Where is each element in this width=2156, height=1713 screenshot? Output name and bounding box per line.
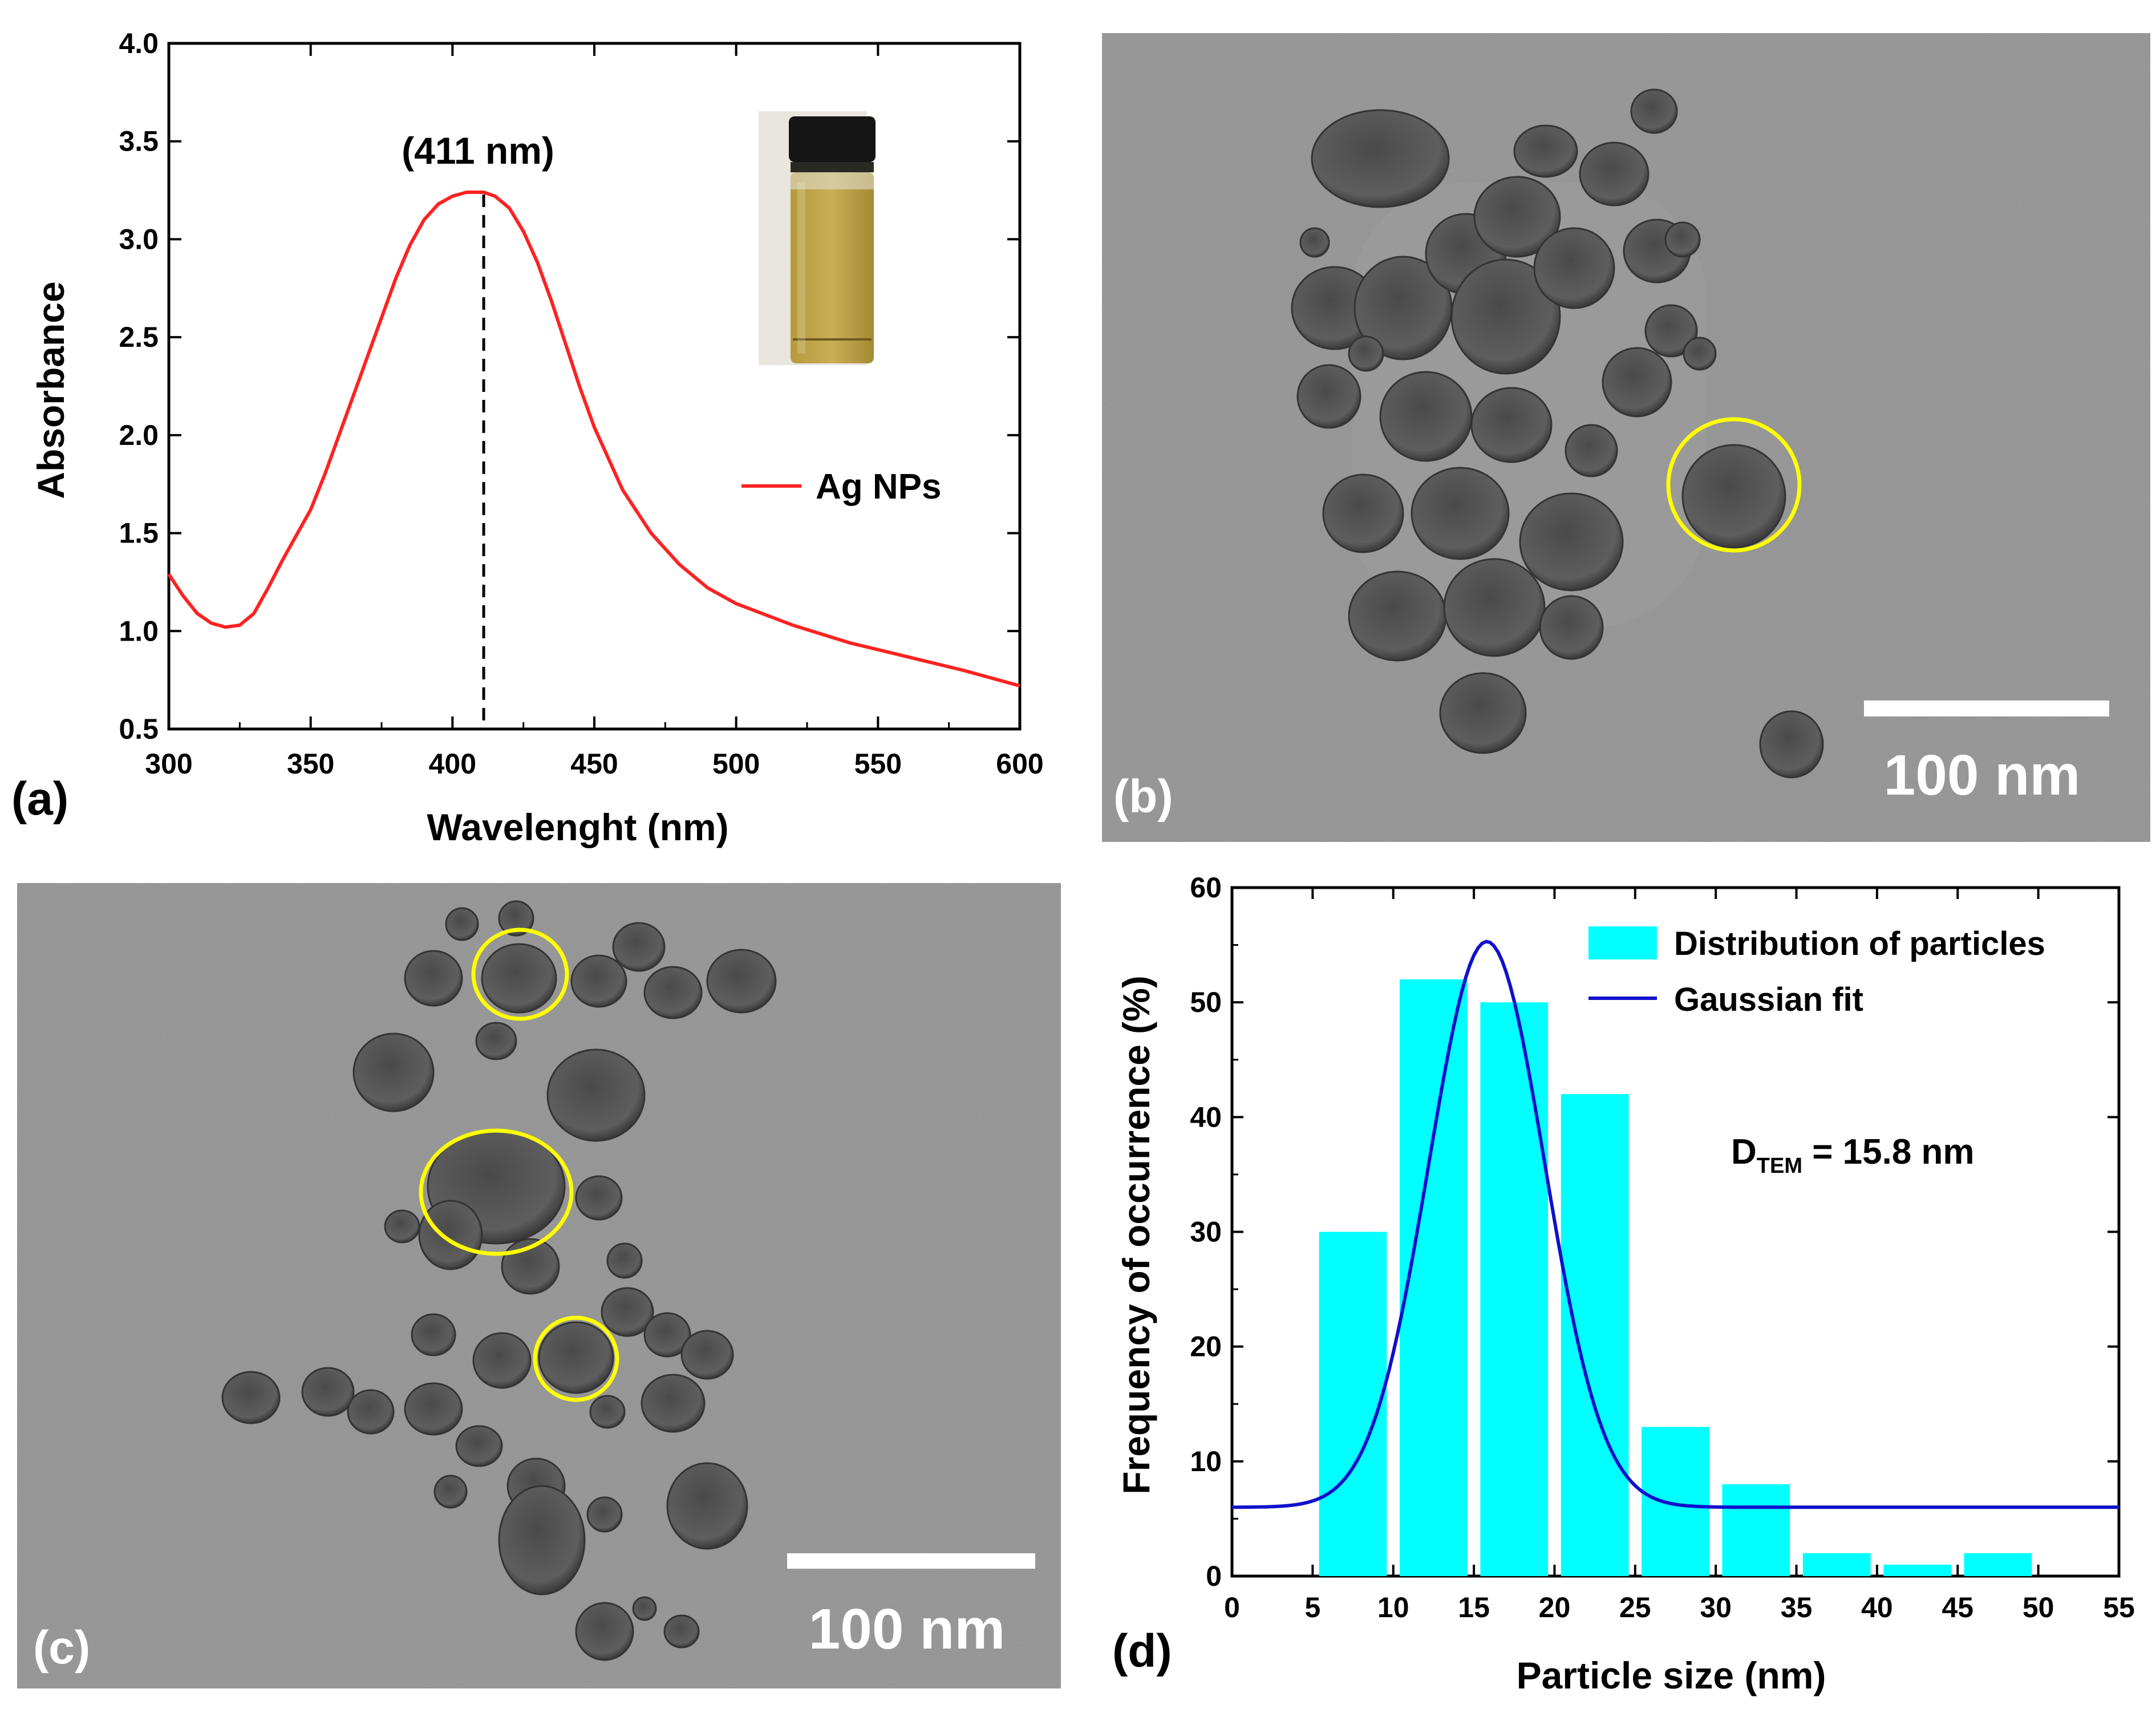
distribution-bar [1722,1484,1790,1576]
distribution-bar [1561,1094,1629,1576]
distribution-bar [1802,1553,1871,1576]
panel-c-tem-image: 100 nm (c) [17,883,1061,1688]
a-ytick-label: 1.5 [119,517,159,549]
d-xtick-label: 40 [1861,1591,1893,1623]
scale-bar-label-c: 100 nm [809,1597,1006,1661]
a-xtick-label: 600 [996,748,1043,780]
legend-a: Ag NPs [741,467,941,507]
distribution-bar [1400,979,1468,1576]
legend-label-ag-nps: Ag NPs [816,467,941,507]
d-xtick-label: 35 [1781,1591,1813,1623]
a-xtick-label: 300 [145,748,192,780]
distribution-bar [1642,1427,1709,1576]
a-x-axis-label: Wavelenght (nm) [427,806,728,848]
d-x-axis-label: Particle size (nm) [1517,1654,1826,1696]
d-xtick-label: 15 [1458,1591,1490,1623]
d-ytick-label: 40 [1190,1101,1222,1133]
d-xtick-label: 30 [1700,1591,1732,1623]
a-xtick-label: 400 [429,748,476,780]
a-xtick-label: 450 [570,748,618,780]
dtem-subscript: TEM [1757,1154,1802,1178]
a-y-axis-label: Absorbance [30,281,72,499]
d-bars [1319,979,2032,1576]
d-tick-labels: 0 5 10 15 20 25 30 35 40 45 50 55 0 10 20 30 40 50 60 [1190,872,2134,1623]
d-xtick-label: 25 [1619,1591,1651,1623]
dtem-annotation: DTEM = 15.8 nm [1731,1132,1975,1178]
legend-label-gaussian: Gaussian fit [1674,981,1863,1018]
dtem-prefix: D [1731,1132,1757,1172]
a-ytick-label: 3.0 [119,223,159,255]
distribution-bar [1480,1002,1549,1576]
legend-swatch-distribution [1588,926,1657,959]
a-axis-ticks [168,42,1021,730]
d-ytick-label: 10 [1190,1445,1222,1477]
d-ytick-label: 0 [1206,1560,1222,1592]
a-xtick-label: 350 [287,748,334,780]
a-ytick-label: 0.5 [119,713,159,745]
panel-b-tem-image: 100 nm (b) [1102,33,2150,842]
a-ytick-label: 4.0 [119,27,159,59]
panel-label-d: (d) [1112,1625,1172,1677]
a-ytick-label: 1.0 [119,615,159,647]
scale-bar-label-b: 100 nm [1884,743,2081,807]
panel-a-absorbance-chart: 300 350 400 450 500 550 600 0.5 1.0 1.5 2.0 2.5 3.0 3… [11,27,1044,848]
a-ytick-label: 2.0 [119,419,159,451]
peak-annotation: (411 nm) [402,129,554,172]
a-tick-labels: 300 350 400 450 500 550 600 0.5 1.0 1.5 2.0 2.5 3.0 3… [119,27,1043,780]
plot-frame-a [167,42,1022,731]
d-axis-ticks [1231,886,2120,1577]
dtem-value: = 15.8 nm [1802,1132,1975,1172]
d-xtick-label: 45 [1942,1591,1973,1623]
a-xtick-label: 500 [712,748,760,780]
d-y-axis-label: Frequency of occurrence (%) [1115,975,1157,1495]
legend-d: Distribution of particles Gaussian fit [1588,925,2045,1018]
panel-label-b: (b) [1113,771,1173,823]
d-xtick-label: 5 [1304,1591,1320,1623]
panel-label-c: (c) [33,1622,90,1674]
absorbance-curve-ag-nps [167,191,1020,688]
d-ytick-label: 20 [1190,1331,1222,1363]
d-xtick-label: 0 [1224,1591,1240,1623]
d-ytick-label: 30 [1190,1216,1222,1248]
vial-photo-inset [759,111,876,365]
d-xtick-label: 20 [1539,1591,1571,1623]
a-ytick-label: 2.5 [119,321,159,353]
distribution-bar [1964,1553,2032,1576]
d-xtick-label: 50 [2023,1591,2054,1623]
distribution-bar [1883,1564,1951,1576]
distribution-bar [1319,1232,1387,1576]
a-ytick-label: 3.5 [119,125,159,157]
panel-d-size-distribution-chart: 0 5 10 15 20 25 30 35 40 45 50 55 0 10 20 30 40 50 60 Dist… [1112,872,2135,1696]
d-ytick-label: 60 [1190,872,1222,904]
d-xtick-label: 10 [1377,1591,1409,1623]
d-ytick-label: 50 [1190,986,1222,1018]
panel-label-a: (a) [11,773,68,825]
d-xtick-label: 55 [2103,1591,2135,1623]
gaussian-fit-curve [1232,939,2119,1509]
legend-label-distribution: Distribution of particles [1674,925,2045,962]
a-xtick-label: 550 [854,748,902,780]
